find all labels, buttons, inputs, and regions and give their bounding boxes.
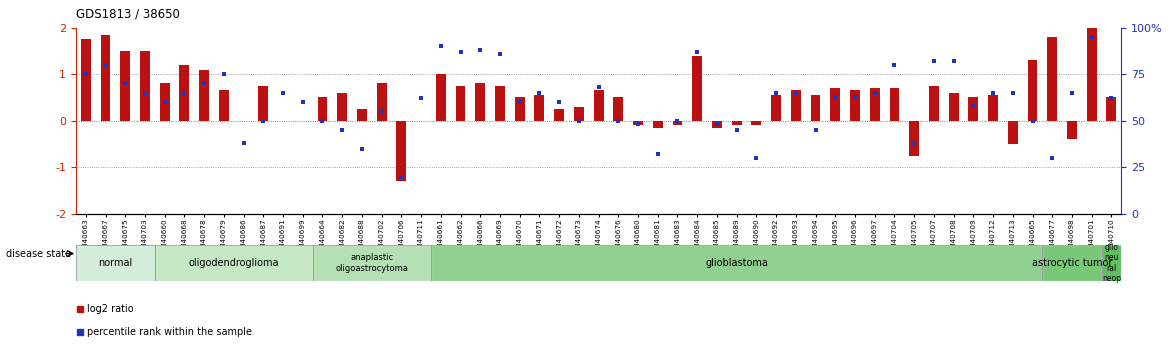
Bar	[313, 245, 431, 281]
Bar	[1101, 245, 1121, 281]
Bar	[968, 97, 979, 121]
Bar	[396, 121, 406, 181]
Bar	[535, 95, 544, 121]
Bar	[830, 88, 840, 121]
Text: normal: normal	[98, 258, 132, 268]
Bar	[731, 121, 742, 125]
Bar	[431, 245, 1042, 281]
Bar	[357, 109, 367, 121]
Bar	[515, 97, 524, 121]
Bar	[712, 121, 722, 128]
Bar	[573, 107, 584, 121]
Bar	[811, 95, 820, 121]
Bar	[200, 69, 209, 121]
Bar	[76, 245, 155, 281]
Bar	[633, 121, 642, 125]
Bar	[160, 83, 169, 121]
Bar	[929, 86, 939, 121]
Bar	[1042, 245, 1101, 281]
Bar	[1028, 60, 1037, 121]
Bar	[155, 245, 313, 281]
Bar	[120, 51, 130, 121]
Bar	[555, 109, 564, 121]
Bar	[495, 86, 505, 121]
Bar	[100, 34, 111, 121]
Text: log2 ratio: log2 ratio	[88, 304, 134, 314]
Bar	[140, 51, 150, 121]
Text: glioblastoma: glioblastoma	[705, 258, 769, 268]
Bar	[377, 83, 387, 121]
Bar	[771, 95, 781, 121]
Bar	[1086, 28, 1097, 121]
Text: oligodendroglioma: oligodendroglioma	[188, 258, 279, 268]
Bar	[948, 93, 959, 121]
Bar	[456, 86, 466, 121]
Text: glio
neu
ral
neop: glio neu ral neop	[1101, 243, 1121, 283]
Text: disease state: disease state	[6, 249, 71, 258]
Text: anaplastic
oligoastrocytoma: anaplastic oligoastrocytoma	[335, 253, 408, 273]
Bar	[1106, 97, 1117, 121]
Bar	[436, 74, 446, 121]
Bar	[475, 83, 485, 121]
Text: astrocytic tumor: astrocytic tumor	[1031, 258, 1112, 268]
Bar	[338, 93, 347, 121]
Bar	[81, 39, 91, 121]
Bar	[1068, 121, 1077, 139]
Bar	[850, 90, 860, 121]
Bar	[431, 245, 1042, 281]
Bar	[751, 121, 762, 125]
Bar	[870, 88, 880, 121]
Bar	[1048, 37, 1057, 121]
Bar	[673, 121, 682, 125]
Text: GDS1813 / 38650: GDS1813 / 38650	[76, 8, 180, 21]
Text: percentile rank within the sample: percentile rank within the sample	[88, 327, 252, 337]
Bar	[155, 245, 313, 281]
Bar	[313, 245, 431, 281]
Bar	[890, 88, 899, 121]
Bar	[693, 56, 702, 121]
Bar	[653, 121, 662, 128]
Bar	[218, 90, 229, 121]
Bar	[909, 121, 919, 156]
Bar	[318, 97, 327, 121]
Bar	[180, 65, 189, 121]
Bar	[988, 95, 997, 121]
Bar	[1042, 245, 1101, 281]
Bar	[1008, 121, 1017, 144]
Bar	[613, 97, 624, 121]
Bar	[258, 86, 269, 121]
Bar	[593, 90, 604, 121]
Bar	[76, 245, 155, 281]
Bar	[1101, 245, 1121, 281]
Bar	[791, 90, 801, 121]
